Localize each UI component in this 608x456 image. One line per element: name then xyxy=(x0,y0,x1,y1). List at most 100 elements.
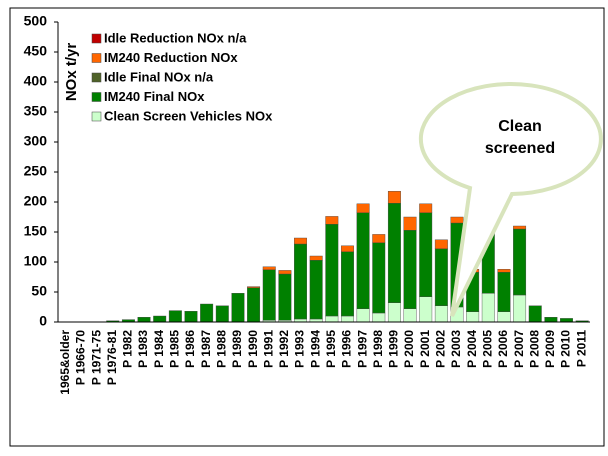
legend-swatch xyxy=(91,53,102,63)
bar-segment xyxy=(309,260,323,320)
bar-segment xyxy=(497,311,511,323)
x-tick-label: P 1995 xyxy=(324,330,338,368)
bar-segment xyxy=(497,269,511,273)
callout-text: Clean xyxy=(498,118,542,135)
x-tick-label: P 2010 xyxy=(559,330,573,368)
bar-segment xyxy=(387,190,401,204)
bar-segment xyxy=(387,302,401,323)
legend-swatch xyxy=(91,72,102,83)
bar-segment xyxy=(466,311,480,323)
legend-label: Idle Reduction NOx n/a xyxy=(104,30,247,45)
callout-bubble xyxy=(418,82,603,317)
x-tick-label: P 1990 xyxy=(246,330,260,368)
x-tick-label: P 2011 xyxy=(574,330,588,367)
x-tick-label: P 1983 xyxy=(136,330,150,368)
y-axis-label: NOx t/yr xyxy=(63,43,80,102)
legend-label: Clean Screen Vehicles NOx xyxy=(104,108,273,123)
y-tick-label: 400 xyxy=(24,73,48,89)
x-tick-label: P 1998 xyxy=(371,330,385,368)
bar-segment xyxy=(341,245,354,253)
bar-segment xyxy=(262,269,276,321)
x-tick-label: P 1999 xyxy=(387,330,401,368)
bar-segment xyxy=(481,293,495,323)
bar-segment xyxy=(513,294,527,323)
bar-segment xyxy=(419,203,433,214)
bar-segment xyxy=(434,239,448,250)
y-tick-label: 100 xyxy=(24,253,48,269)
y-tick-label: 250 xyxy=(24,163,48,179)
y-tick-label: 50 xyxy=(31,283,47,299)
x-tick-label: P 1984 xyxy=(152,330,166,368)
bar-segment xyxy=(356,203,370,214)
x-tick-label: P 1993 xyxy=(293,330,307,368)
x-tick-label: P 1991 xyxy=(261,330,275,368)
y-tick-label: 0 xyxy=(39,313,47,329)
bar-segment xyxy=(278,273,292,321)
x-tick-label: 1965&older xyxy=(58,330,72,395)
bar-segment xyxy=(247,287,261,323)
x-tick-label: P 1982 xyxy=(121,330,135,368)
legend-label: IM240 Final NOx xyxy=(104,89,205,104)
bar-segment xyxy=(372,242,386,314)
bar-segment xyxy=(137,317,151,323)
x-tick-label: P 2008 xyxy=(527,330,541,368)
x-tick-label: P 2000 xyxy=(402,330,416,368)
bar-segment xyxy=(419,212,433,298)
x-tick-label: P 1966-70 xyxy=(74,330,88,385)
bar-segment xyxy=(528,305,542,323)
bar-segment xyxy=(356,308,370,323)
bar-segment xyxy=(325,223,339,317)
bar-segment xyxy=(294,243,307,320)
x-tick-label: P 2006 xyxy=(496,330,510,368)
y-tick-label: 450 xyxy=(24,43,48,59)
x-tick-label: P 2005 xyxy=(480,330,494,368)
legend-label: IM240 Reduction NOx xyxy=(104,50,238,65)
bar-segment xyxy=(434,248,448,307)
bar-segment xyxy=(356,212,370,310)
x-tick-label: P 1971-75 xyxy=(89,330,103,385)
legend-label: Idle Final NOx n/a xyxy=(104,69,214,84)
x-tick-label: P 1992 xyxy=(277,330,291,368)
frame xyxy=(9,7,605,447)
bar-segment xyxy=(215,305,229,323)
bar-segment xyxy=(372,234,386,243)
x-tick-label: P 1985 xyxy=(168,330,182,368)
bar-segment xyxy=(200,303,214,323)
x-tick-label: P 2003 xyxy=(449,330,463,368)
bar-segment xyxy=(403,308,417,323)
x-tick-label: P 1989 xyxy=(230,330,244,368)
bar-segment xyxy=(544,317,558,323)
bar-segment xyxy=(309,255,323,261)
x-tick-label: P 1976-81 xyxy=(105,330,119,385)
x-tick-label: P 2007 xyxy=(512,330,526,368)
callout-text: screened xyxy=(485,140,555,157)
x-tick-label: P 2004 xyxy=(465,330,479,368)
legend-swatch xyxy=(91,111,102,122)
x-tick-label: P 1996 xyxy=(340,330,354,368)
y-tick-label: 150 xyxy=(24,223,48,239)
x-tick-label: P 1987 xyxy=(199,330,213,368)
legend-swatch xyxy=(91,33,102,44)
bar-segment xyxy=(153,315,167,323)
bar-segment xyxy=(278,270,292,275)
x-tick-label: P 2001 xyxy=(418,330,432,368)
bar-segment xyxy=(403,229,417,309)
bar-segment xyxy=(231,293,245,323)
x-tick-label: P 1986 xyxy=(183,330,197,368)
bar-segment xyxy=(434,305,448,323)
bar-segment xyxy=(341,315,354,323)
y-tick-label: 500 xyxy=(24,13,48,29)
bar-segment xyxy=(419,296,433,323)
bar-segment xyxy=(560,318,573,323)
bar-segment xyxy=(325,315,339,323)
bar-segment xyxy=(247,286,261,289)
y-tick-label: 300 xyxy=(24,133,48,149)
bar-segment xyxy=(341,251,354,317)
bar-segment xyxy=(513,225,527,230)
bar-segment xyxy=(513,228,527,296)
bar-segment xyxy=(450,216,464,224)
bar-segment xyxy=(184,311,198,323)
bar-segment xyxy=(325,216,339,225)
bar-segment xyxy=(294,237,307,245)
bar-segment xyxy=(387,202,401,303)
